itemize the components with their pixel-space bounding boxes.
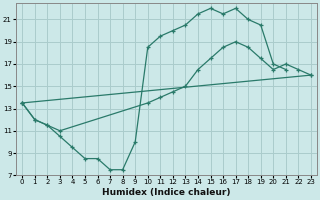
X-axis label: Humidex (Indice chaleur): Humidex (Indice chaleur) <box>102 188 231 197</box>
